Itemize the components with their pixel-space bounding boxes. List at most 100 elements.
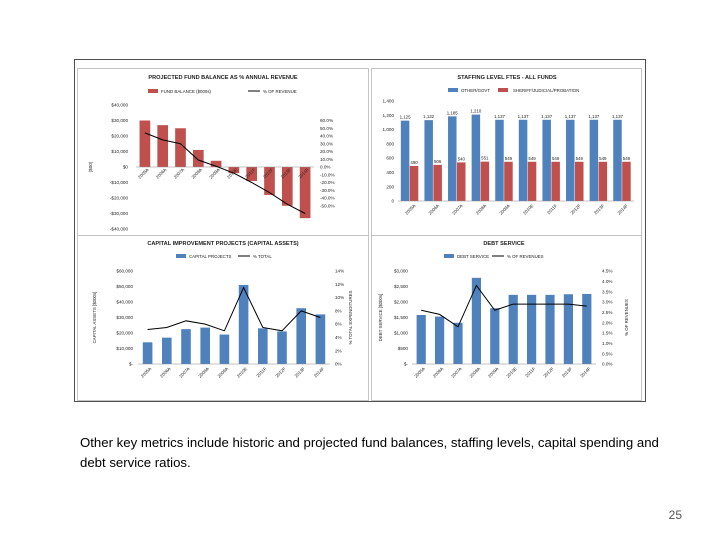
staff-data-label: 1,210 — [470, 109, 482, 114]
debt-x-tick-label: 2012F — [542, 366, 555, 379]
fund-x-tick-label: 2009A — [208, 167, 221, 180]
debt-service-bar — [471, 277, 481, 364]
staff-other-govt-bar — [424, 120, 433, 201]
debt-y-tick-label: $2,500 — [394, 284, 408, 289]
fund-y2-tick-label: -10.0% — [320, 172, 335, 177]
staff-x-tick-label: 2006A — [428, 203, 441, 216]
capital-x-tick-label: 2007A — [178, 366, 191, 379]
capital-projects-bar — [238, 284, 249, 364]
capital-legend-label-2: % TOTAL — [253, 254, 272, 259]
fund-balance-bar — [175, 128, 186, 167]
staff-y-tick-label: 0 — [391, 199, 394, 204]
staff-x-tick-label: 2007A — [451, 203, 464, 216]
fund-y2-tick-label: -30.0% — [320, 188, 335, 193]
staff-x-tick-label: 2009A — [498, 203, 511, 216]
staff-data-label: 1,137 — [541, 114, 553, 119]
staff-data-label: 1,137 — [518, 114, 530, 119]
capital-y-tick-label: $30,000 — [116, 315, 133, 320]
fund-balance-bar — [281, 167, 293, 206]
capital-y2-tick-label: 6% — [335, 322, 342, 327]
debt-legend-label-1: DEBT SERVICE — [457, 254, 489, 259]
staff-sheriff-bar — [504, 161, 513, 201]
capital-projects-bar — [200, 327, 210, 364]
capital-title: CAPITAL IMPROVEMENT PROJECTS (CAPITAL AS… — [147, 241, 298, 247]
staff-title: STAFFING LEVEL FTES - ALL FUNDS — [457, 75, 557, 81]
capital-x-tick-label: 2005A — [140, 366, 153, 379]
staff-other-govt-bar — [613, 119, 622, 201]
debt-y2-tick-label: 4.5% — [602, 269, 612, 274]
debt-y2-tick-label: 3.5% — [602, 289, 612, 294]
fund-y-tick-label: $10,000 — [111, 149, 128, 154]
debt-x-tick-label: 2008A — [469, 366, 482, 379]
debt-y-axis-label: DEBT SERVICE [$000s] — [378, 294, 383, 342]
fund-balance-bar — [228, 167, 240, 174]
staff-data-label: 549 — [528, 156, 536, 161]
capital-x-tick-label: 2012F — [274, 366, 287, 379]
fund-y2-tick-label: 40.0% — [320, 134, 333, 139]
capital-legend-swatch-1 — [176, 254, 186, 258]
debt-y2-tick-label: 0.5% — [602, 351, 612, 356]
fund-y-tick-label: $20,000 — [111, 134, 128, 139]
fund-x-tick-label: 2008A — [190, 167, 203, 180]
capital-y2-tick-label: 12% — [335, 282, 344, 287]
capital-y2-tick-label: 2% — [335, 348, 342, 353]
staff-data-label: 1,137 — [612, 114, 624, 119]
capital-projects-bar — [315, 314, 326, 364]
debt-y2-axis-label: % OF REVENUES — [624, 299, 629, 336]
debt-legend-label-2: % OF REVENUES — [507, 254, 544, 259]
debt-y2-tick-label: 4.0% — [602, 279, 612, 284]
fund-legend-label-1: FUND BALANCE ($000s) — [161, 89, 212, 94]
fund-revenue-pct-line — [144, 132, 306, 214]
staff-x-tick-label: 2010E — [522, 203, 535, 216]
debt-service-bar — [490, 308, 500, 364]
capital-x-tick-label: 2006A — [159, 366, 172, 379]
fund-y-tick-label: -$30,000 — [110, 211, 129, 216]
fund-balance-chart-svg: PROJECTED FUND BALANCE AS % ANNUAL REVEN… — [88, 75, 335, 232]
debt-title: DEBT SERVICE — [483, 241, 525, 247]
staff-data-label: 549 — [599, 156, 607, 161]
staff-x-tick-label: 2011F — [546, 203, 558, 215]
staff-y-tick-label: 200 — [386, 184, 394, 189]
staff-other-govt-bar — [400, 120, 410, 201]
staff-data-label: 1,185 — [447, 110, 459, 115]
page-number: 25 — [668, 508, 682, 522]
debt-service-bar — [435, 316, 445, 364]
capital-y-tick-label: $10,000 — [116, 346, 133, 351]
capital-projects-chart: CAPITAL IMPROVEMENT PROJECTS (CAPITAL AS… — [77, 235, 369, 401]
capital-y2-tick-label: 0% — [335, 362, 342, 367]
staff-data-label: 506 — [434, 159, 442, 164]
slide-caption: Other key metrics include historic and p… — [80, 435, 659, 470]
debt-service-bar — [563, 294, 573, 364]
capital-x-tick-label: 2008A — [197, 366, 210, 379]
debt-service-bar — [527, 294, 537, 364]
fund-x-tick-label: 2007A — [173, 167, 186, 180]
fund-y-tick-label: -$40,000 — [110, 227, 129, 232]
chart-collage-frame: PROJECTED FUND BALANCE AS % ANNUAL REVEN… — [74, 59, 646, 402]
staff-sheriff-bar — [575, 161, 584, 201]
debt-revenue-pct-line — [421, 284, 587, 328]
staff-data-label: 1,137 — [565, 114, 577, 119]
debt-y-tick-label: $3,000 — [394, 269, 408, 274]
fund-y2-tick-label: 60.0% — [320, 118, 333, 123]
debt-y2-tick-label: 3.0% — [602, 300, 612, 305]
capital-x-tick-label: 2011F — [255, 366, 267, 378]
staff-data-label: 549 — [505, 156, 513, 161]
fund-y2-tick-label: -20.0% — [320, 180, 335, 185]
staff-sheriff-bar — [480, 161, 490, 201]
fund-x-tick-label: 2005A — [137, 167, 150, 180]
staff-sheriff-bar — [527, 161, 537, 201]
fund-y-tick-label: -$20,000 — [110, 196, 129, 201]
staff-y-tick-label: 600 — [386, 156, 394, 161]
staff-x-tick-label: 2008A — [475, 203, 488, 216]
fund-y-axis-label: ($00) — [88, 161, 93, 172]
debt-service-bar — [453, 322, 463, 364]
capital-projects-bar — [181, 329, 191, 364]
fund-y2-tick-label: 0.0% — [320, 165, 330, 170]
capital-y2-tick-label: 8% — [335, 308, 342, 313]
debt-legend-swatch-1 — [444, 254, 454, 258]
staff-sheriff-bar — [409, 166, 419, 201]
debt-x-tick-label: 2005A — [413, 366, 426, 379]
debt-x-tick-label: 2013F — [561, 366, 574, 379]
fund-y2-tick-label: 30.0% — [320, 141, 333, 146]
staff-other-govt-bar — [448, 116, 457, 201]
